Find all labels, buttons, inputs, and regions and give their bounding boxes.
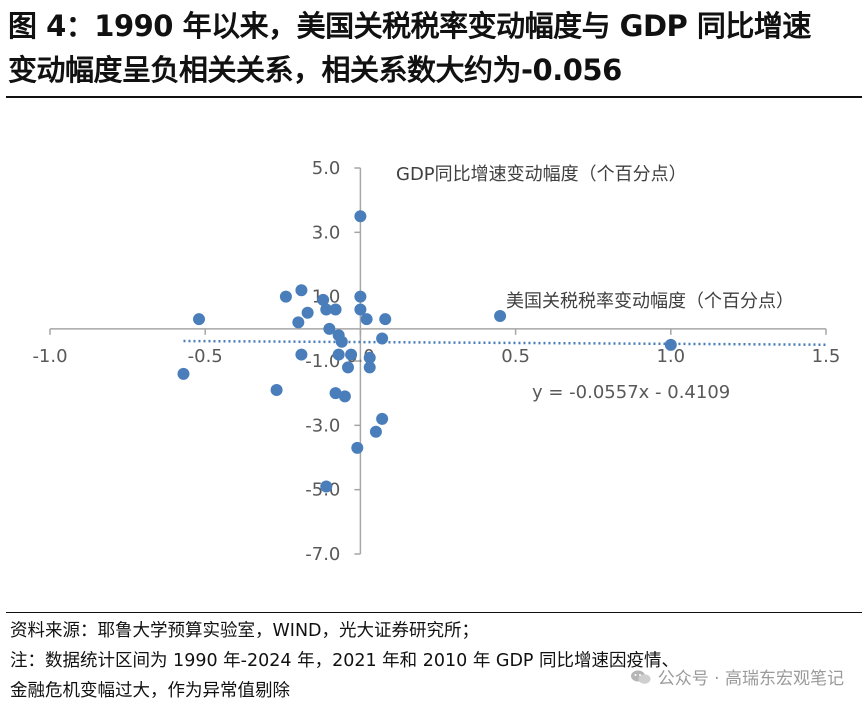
data-point	[332, 348, 345, 361]
data-point	[192, 313, 205, 326]
x-axis-title: 美国关税税率变动幅度（个百分点）	[506, 291, 794, 312]
data-point	[351, 441, 364, 454]
notes-block: 资料来源：耶鲁大学预算实验室，WIND，光大证券研究所； 注：数据统计区间为 1…	[10, 616, 679, 706]
x-tick-label: 0.5	[501, 346, 530, 367]
axis-ticks: -1.0-0.50.00.51.01.55.03.01.0-1.0-3.0-5.…	[32, 158, 840, 565]
data-point	[338, 390, 351, 403]
data-point	[323, 322, 336, 335]
data-point	[354, 210, 367, 223]
x-tick-label: -0.5	[188, 346, 223, 367]
data-point	[354, 290, 367, 303]
notes-divider	[6, 612, 862, 613]
data-point	[295, 348, 308, 361]
data-point	[177, 367, 190, 380]
data-point	[345, 348, 358, 361]
y-tick-label: -3.0	[305, 415, 340, 436]
source-note: 资料来源：耶鲁大学预算实验室，WIND，光大证券研究所；	[10, 621, 480, 641]
data-point	[354, 303, 367, 316]
y-tick-label: -7.0	[305, 544, 340, 565]
data-point	[270, 383, 283, 396]
y-tick-label: -1.0	[305, 351, 340, 372]
data-point	[329, 387, 342, 400]
data-point	[341, 361, 354, 374]
data-points	[177, 210, 677, 493]
data-point	[292, 316, 305, 329]
x-tick-label: 1.5	[812, 346, 841, 367]
figure-title-line-1: 图 4：1990 年以来，美国关税税率变动幅度与 GDP 同比增速	[8, 9, 811, 43]
figure-title-line-2: 变动幅度呈负相关关系，相关系数大约为-0.056	[8, 53, 622, 87]
data-point	[376, 412, 389, 425]
data-point	[320, 303, 333, 316]
note-line-2: 金融危机变幅过大，作为异常值剔除	[10, 681, 290, 701]
data-point	[363, 361, 376, 374]
title-divider	[6, 96, 862, 98]
y-axis-title: GDP同比增速变动幅度（个百分点）	[396, 164, 687, 185]
data-point	[664, 338, 677, 351]
data-point	[379, 313, 392, 326]
scatter-chart: -1.0-0.50.00.51.01.55.03.01.0-1.0-3.0-5.…	[32, 158, 840, 565]
trendline	[183, 339, 827, 346]
x-tick-label: -1.0	[32, 346, 67, 367]
data-point	[360, 313, 373, 326]
note-line-1: 注：数据统计区间为 1990 年-2024 年，2021 年和 2010 年 G…	[10, 651, 680, 671]
wechat-icon	[630, 670, 651, 684]
data-point	[279, 290, 292, 303]
data-point	[295, 284, 308, 297]
data-point	[320, 480, 333, 493]
data-point	[329, 303, 342, 316]
watermark: 公众号 · 高瑞东宏观笔记	[630, 664, 844, 689]
data-point	[369, 425, 382, 438]
data-point	[335, 335, 348, 348]
y-tick-label: 5.0	[312, 158, 341, 179]
data-point	[363, 351, 376, 364]
figure-title: 图 4：1990 年以来，美国关税税率变动幅度与 GDP 同比增速 变动幅度呈负…	[8, 4, 860, 92]
y-tick-label: 3.0	[312, 222, 341, 243]
data-point	[301, 306, 314, 319]
x-tick-label: 1.0	[656, 346, 685, 367]
data-point	[317, 293, 330, 306]
data-point	[376, 332, 389, 345]
trendline-equation: y = -0.0557x - 0.4109	[532, 382, 730, 403]
data-point	[494, 309, 507, 322]
watermark-text: 公众号 · 高瑞东宏观笔记	[657, 669, 844, 689]
